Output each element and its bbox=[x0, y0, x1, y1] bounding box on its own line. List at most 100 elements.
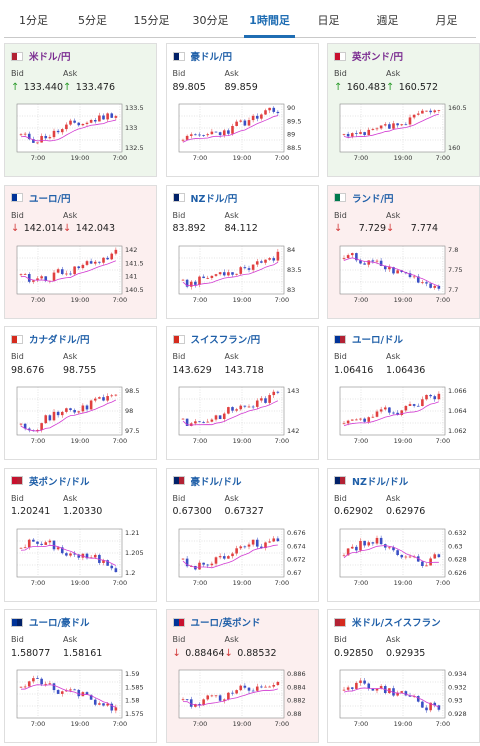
rate-card[interactable]: 英ポンド/円 Bid Ask ↑ 160.483 ↑ 160.572 160.5 16… bbox=[327, 43, 480, 177]
pair-title[interactable]: ユーロ/豪ドル bbox=[11, 615, 150, 629]
pair-title[interactable]: 豪ドル/ドル bbox=[172, 474, 312, 488]
bid-label: Bid bbox=[11, 69, 24, 78]
candle bbox=[238, 405, 242, 410]
tab-1[interactable]: 5分足 bbox=[78, 14, 107, 27]
rate-card[interactable]: NZドル/円 Bid Ask 83.892 84.112 84 83.5 83 7:0… bbox=[165, 184, 319, 319]
ask-value: 160.572 bbox=[398, 81, 438, 93]
bid-label: Bid bbox=[11, 635, 24, 644]
tab-4[interactable]: 1時間足 bbox=[240, 4, 299, 38]
tab-3[interactable]: 30分足 bbox=[192, 14, 229, 27]
mini-chart[interactable]: 0.934 0.932 0.93 0.928 7:00 19:00 7:00 bbox=[334, 666, 473, 732]
rate-card[interactable]: 豪ドル/ドル Bid Ask 0.67300 0.67327 0.676 0.67… bbox=[165, 467, 319, 602]
y-tick-label: 83 bbox=[287, 286, 295, 294]
candle bbox=[367, 259, 371, 265]
pair-title[interactable]: ランド/円 bbox=[334, 191, 473, 205]
candle bbox=[65, 273, 68, 274]
pair-title[interactable]: 豪ドル/円 bbox=[172, 49, 312, 63]
currency-flag-icon bbox=[172, 617, 185, 627]
tab-7[interactable]: 月足 bbox=[435, 14, 458, 27]
candle bbox=[230, 407, 234, 411]
bid-value: 83.892 bbox=[172, 223, 206, 234]
rate-card[interactable]: カナダドル/円 Bid Ask 98.676 98.755 98.5 98 97.5… bbox=[4, 326, 157, 460]
candle bbox=[23, 133, 27, 135]
candle bbox=[359, 540, 362, 550]
candle bbox=[383, 265, 387, 269]
mini-chart[interactable]: 0.676 0.674 0.672 0.67 7:00 19:00 7:00 bbox=[173, 525, 312, 591]
candle bbox=[421, 399, 424, 407]
mini-chart[interactable]: 90 89.5 89 88.5 7:00 19:00 7:00 bbox=[173, 100, 312, 166]
x-tick-label: 19:00 bbox=[71, 437, 90, 445]
candle bbox=[52, 130, 56, 138]
candle bbox=[243, 405, 246, 407]
candle bbox=[371, 416, 375, 418]
candle bbox=[267, 540, 271, 542]
tab-5[interactable]: 日足 bbox=[317, 14, 340, 27]
rate-card[interactable]: 英ポンド/ドル Bid Ask 1.20241 1.20330 1.21 1.20… bbox=[4, 467, 157, 602]
mini-chart[interactable]: 1.59 1.585 1.58 1.575 7:00 19:00 7:00 bbox=[11, 666, 150, 732]
candle bbox=[98, 554, 101, 563]
y-tick-label: 141 bbox=[125, 272, 137, 280]
pair-title[interactable]: NZドル/円 bbox=[172, 191, 312, 205]
mini-chart[interactable]: 143 142 7:00 19:00 7:00 bbox=[173, 383, 312, 449]
candle bbox=[267, 395, 271, 403]
rate-card[interactable]: スイスフラン/円 Bid Ask 143.629 143.718 143 142 7… bbox=[165, 326, 319, 460]
pair-title[interactable]: NZドル/ドル bbox=[334, 474, 473, 488]
pair-title[interactable]: ユーロ/ドル bbox=[334, 332, 473, 346]
candle bbox=[89, 400, 93, 410]
rate-card[interactable]: 米ドル/スイスフラン Bid Ask 0.92850 0.92935 0.934… bbox=[327, 609, 480, 743]
mini-chart[interactable]: 1.066 1.064 1.062 7:00 19:00 7:00 bbox=[334, 383, 473, 449]
currency-flag-icon bbox=[172, 476, 185, 485]
mini-chart[interactable]: 133.5 133 132.5 7:00 19:00 7:00 bbox=[11, 100, 150, 166]
candle bbox=[65, 408, 68, 412]
pair-title[interactable]: カナダドル/円 bbox=[11, 332, 150, 346]
rate-card[interactable]: ユーロ/ドル Bid Ask 1.06416 1.06436 1.066 1.06… bbox=[327, 326, 480, 460]
rate-card[interactable]: ユーロ/円 Bid Ask ↓ 142.014 ↓ 142.043 142 141.5… bbox=[4, 184, 157, 319]
x-tick-label: 7:00 bbox=[192, 296, 207, 304]
candle bbox=[93, 554, 97, 557]
mini-chart[interactable]: 0.632 0.63 0.628 0.626 7:00 19:00 7:00 bbox=[334, 525, 473, 591]
mini-chart[interactable]: 84 83.5 83 7:00 19:00 7:00 bbox=[173, 242, 312, 308]
mini-chart[interactable]: 7.8 7.75 7.7 7:00 19:00 7:00 bbox=[334, 242, 473, 308]
candle bbox=[185, 418, 188, 426]
candle bbox=[247, 687, 250, 691]
pair-name: 豪ドル/円 bbox=[190, 52, 232, 63]
rate-card[interactable]: ランド/円 Bid Ask ↓ 7.729 ↓ 7.774 7.8 7.75 7.7 7:… bbox=[327, 184, 480, 319]
rate-card[interactable]: 米ドル/円 Bid Ask ↑ 133.440 ↑ 133.476 133.5 133… bbox=[4, 43, 157, 177]
y-tick-label: 0.93 bbox=[448, 697, 462, 705]
candle bbox=[56, 268, 60, 273]
pair-title[interactable]: 英ポンド/円 bbox=[334, 49, 473, 63]
candle bbox=[259, 260, 263, 263]
rate-card[interactable]: NZドル/ドル Bid Ask 0.62902 0.62976 0.632 0.6… bbox=[327, 467, 480, 602]
candle bbox=[73, 409, 76, 413]
candle bbox=[36, 541, 39, 544]
tab-6[interactable]: 週足 bbox=[376, 14, 399, 27]
x-tick-label: 7:00 bbox=[113, 720, 128, 728]
pair-title[interactable]: 米ドル/スイスフラン bbox=[334, 615, 473, 629]
candle bbox=[40, 423, 43, 430]
pair-title[interactable]: スイスフラン/円 bbox=[172, 332, 312, 346]
ask-label: Ask bbox=[224, 493, 239, 503]
y-tick-label: 0.928 bbox=[448, 710, 467, 718]
pair-name: スイスフラン/円 bbox=[190, 335, 261, 346]
mini-chart[interactable]: 160.5 160 7:00 19:00 7:00 bbox=[334, 100, 473, 166]
rate-card[interactable]: 豪ドル/円 Bid Ask 89.805 89.859 90 89.5 89 88.5… bbox=[165, 43, 319, 177]
pair-title[interactable]: 英ポンド/ドル bbox=[11, 474, 150, 488]
x-tick-label: 7:00 bbox=[113, 296, 128, 304]
currency-flag-icon bbox=[11, 51, 23, 61]
pair-title[interactable]: ユーロ/英ポンド bbox=[172, 615, 312, 629]
mini-chart[interactable]: 1.21 1.205 1.2 7:00 19:00 7:00 bbox=[11, 525, 150, 591]
mini-chart[interactable]: 98.5 98 97.5 7:00 19:00 7:00 bbox=[11, 383, 150, 449]
pair-title[interactable]: ユーロ/円 bbox=[11, 191, 150, 205]
mini-chart[interactable]: 142 141.5 141 140.5 7:00 19:00 7:00 bbox=[11, 242, 150, 308]
rate-card[interactable]: ユーロ/英ポンド Bid Ask ↓ 0.88464 ↓ 0.88532 0.886… bbox=[165, 609, 319, 743]
tab-0[interactable]: 1分足 bbox=[19, 14, 48, 27]
pair-name: 英ポンド/ドル bbox=[29, 476, 90, 488]
mini-chart[interactable]: 0.886 0.884 0.882 0.88 7:00 19:00 7:00 bbox=[173, 666, 312, 732]
candle bbox=[371, 541, 375, 544]
rate-card[interactable]: ユーロ/豪ドル Bid Ask 1.58077 1.58161 1.59 1.58… bbox=[4, 609, 157, 743]
candle bbox=[416, 405, 420, 407]
y-tick-label: 89 bbox=[287, 131, 295, 139]
moving-average-line bbox=[20, 259, 117, 282]
pair-title[interactable]: 米ドル/円 bbox=[11, 49, 150, 63]
tab-2[interactable]: 15分足 bbox=[133, 14, 170, 27]
